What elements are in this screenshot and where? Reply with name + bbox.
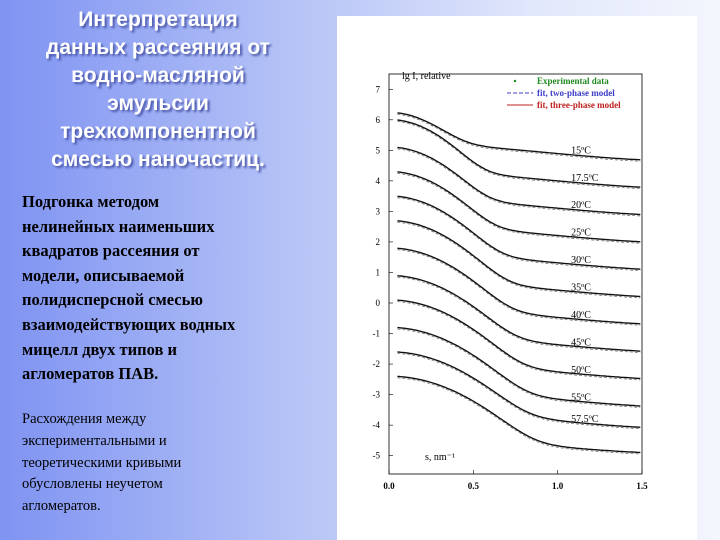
y-tick-label-3: 4: [376, 176, 381, 186]
chart-axes: [388, 73, 643, 475]
curve-series-2: [397, 146, 641, 216]
x-tick-label-0: 0.0: [383, 481, 395, 491]
y-tick-label-2: 5: [376, 145, 381, 155]
y-axis-ticks: 7 6 5 4 3 2 1 0 -1 -2 -3 -4 -5: [373, 84, 393, 461]
fit-dashed-6: [397, 249, 641, 326]
y-tick-label-8: -1: [373, 329, 381, 339]
temperature-labels: 15ºC 17.5ºC 20ºC 25ºC 30ºC 35ºC 40ºC 45ºC 50ºC 55…: [571, 145, 599, 425]
y-tick-label-0: 7: [376, 84, 381, 94]
temperature-label-8: 50ºC: [571, 365, 591, 376]
fit-dashed-4: [397, 197, 641, 271]
legend-label-1: fit, two-phase model: [537, 88, 615, 98]
temperature-label-10: 57.5ºC: [571, 414, 599, 425]
scattering-chart: 7 6 5 4 3 2 1 0 -1 -2 -3 -4 -5 0.0 0.5 1.0 1.5 15ºC 17.5…: [373, 71, 649, 491]
fit-dashed-8: [397, 301, 641, 381]
curve-series-6: [397, 247, 641, 325]
temperature-label-2: 20ºC: [571, 200, 591, 211]
curve-series-7: [397, 275, 641, 352]
curve-series-4: [397, 195, 641, 270]
curve-series-9: [397, 326, 641, 407]
legend-label-0: Experimental data: [537, 76, 609, 86]
fit-dashed-9: [397, 328, 641, 408]
x-tick-label-1: 0.5: [468, 481, 480, 491]
temperature-label-3: 25ºC: [571, 228, 591, 239]
y-tick-label-5: 2: [376, 237, 381, 247]
legend-label-2: fit, three-phase model: [537, 100, 621, 110]
temperature-label-6: 40ºC: [571, 310, 591, 321]
y-tick-label-6: 1: [376, 267, 381, 277]
y-axis-title: lg I, relative: [402, 71, 451, 82]
curve-series-0: [397, 112, 641, 161]
fit-dashed-11: [397, 377, 641, 455]
curve-series-3: [397, 171, 641, 243]
y-tick-label-11: -4: [373, 420, 381, 430]
fit-dashed-5: [397, 222, 641, 299]
curve-series-1: [397, 119, 641, 188]
discrepancy-paragraph: Расхождения между экспериментальными и т…: [22, 411, 182, 515]
x-tick-label-3: 1.5: [636, 481, 648, 491]
chart-legend: Experimental data fit, two-phase model fit…: [507, 76, 621, 110]
temperature-label-7: 45ºC: [571, 338, 591, 349]
fit-dashed-0: [397, 114, 641, 162]
curve-series-8: [397, 299, 641, 380]
curve-series-10: [397, 351, 641, 428]
y-tick-label-9: -2: [373, 359, 381, 369]
y-tick-label-10: -3: [373, 390, 381, 400]
scattering-chart-panel: 7 6 5 4 3 2 1 0 -1 -2 -3 -4 -5 0.0 0.5 1.0 1.5 15ºC 17.5…: [337, 16, 697, 540]
temperature-label-1: 17.5ºC: [571, 173, 599, 184]
slide-title: Интерпретация данных рассеяния от водно-…: [46, 8, 270, 171]
fit-dashed-10: [397, 353, 641, 430]
temperature-label-4: 30ºC: [571, 255, 591, 266]
temperature-label-0: 15ºC: [571, 145, 591, 156]
y-tick-label-1: 6: [376, 115, 381, 125]
y-tick-label-4: 3: [376, 206, 381, 216]
curve-series-11: [397, 375, 641, 454]
curve-series-5: [397, 220, 641, 298]
fit-dashed-3: [397, 173, 641, 244]
x-axis-title: s, nm⁻¹: [425, 452, 455, 463]
fit-dashed-7: [397, 276, 641, 353]
fit-dashed-2: [397, 148, 641, 217]
fit-dashed-1: [397, 121, 641, 189]
x-tick-label-2: 1.0: [552, 481, 564, 491]
fit-method-paragraph: Подгонка методом нелинейных наименьших к…: [22, 192, 236, 384]
temperature-label-9: 55ºC: [571, 393, 591, 404]
x-axis-ticks: 0.0 0.5 1.0 1.5: [383, 470, 648, 491]
y-tick-label-7: 0: [376, 298, 381, 308]
temperature-label-5: 35ºC: [571, 283, 591, 294]
legend-swatch-0: [513, 79, 517, 83]
curves-group: [397, 112, 641, 455]
y-tick-label-12: -5: [373, 451, 381, 461]
plot-frame: [388, 73, 643, 475]
